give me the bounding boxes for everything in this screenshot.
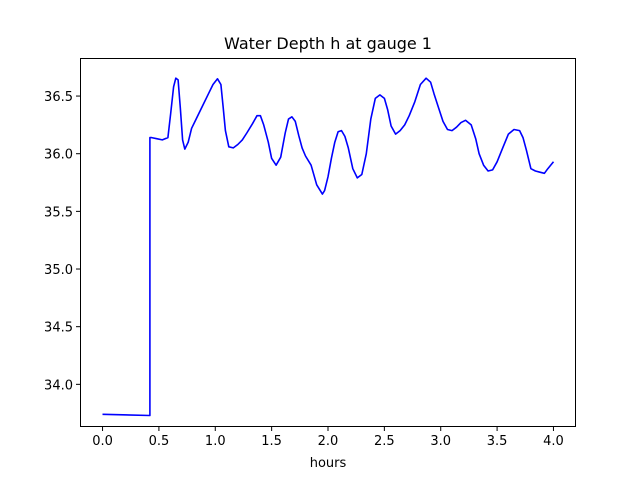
x-axis-label: hours xyxy=(310,456,347,471)
axes-frame xyxy=(80,58,576,427)
x-tick-label: 4.0 xyxy=(543,434,564,449)
x-tick-label: 0.0 xyxy=(92,434,113,449)
y-tick-label: 35.0 xyxy=(44,263,73,278)
y-tick-label: 36.0 xyxy=(44,148,73,163)
chart-title: Water Depth h at gauge 1 xyxy=(224,34,432,53)
x-tick-label: 2.5 xyxy=(374,434,395,449)
x-tick-label: 0.5 xyxy=(149,434,170,449)
x-tick-label: 3.0 xyxy=(430,434,451,449)
x-axis-ticks: 0.0 0.5 1.0 1.5 2.0 2.5 3.0 3.5 4.0 xyxy=(92,427,564,449)
y-tick-label: 34.5 xyxy=(44,321,73,336)
x-tick-label: 3.5 xyxy=(487,434,508,449)
series-line xyxy=(102,77,555,417)
plot-area xyxy=(80,58,576,427)
y-axis-ticks: 34.0 34.5 35.0 35.5 36.0 36.5 xyxy=(44,90,80,393)
series-layer xyxy=(102,77,555,417)
y-tick-label: 35.5 xyxy=(44,205,73,220)
x-tick-label: 1.0 xyxy=(205,434,226,449)
x-tick-label: 1.5 xyxy=(261,434,282,449)
y-tick-label: 34.0 xyxy=(44,378,73,393)
x-tick-label: 2.0 xyxy=(318,434,339,449)
y-tick-label: 36.5 xyxy=(44,90,73,105)
